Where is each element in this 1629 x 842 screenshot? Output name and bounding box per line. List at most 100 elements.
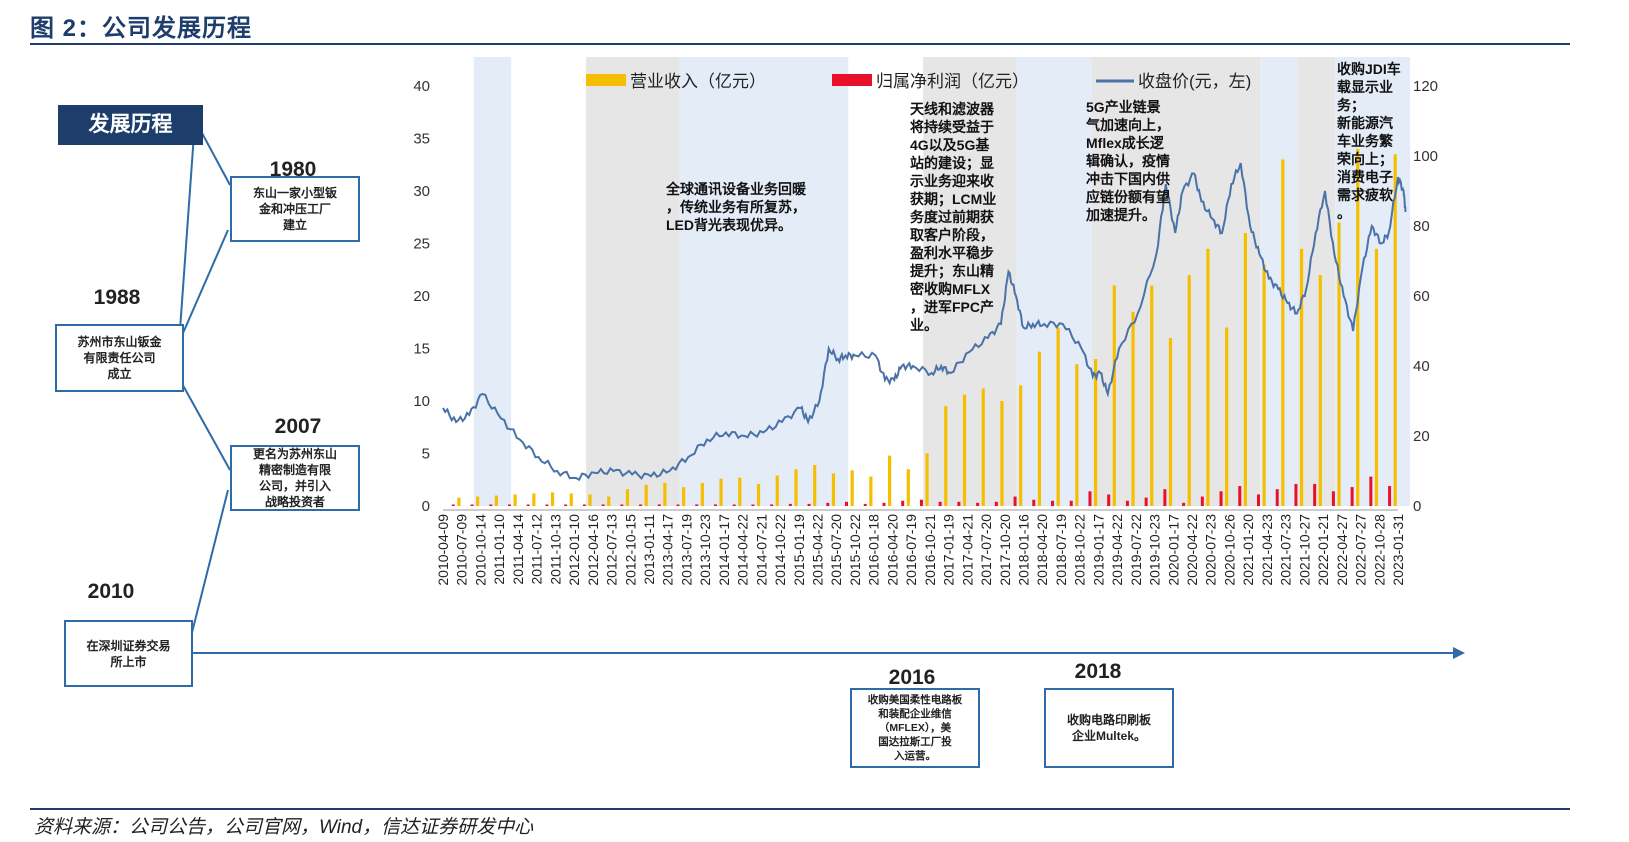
net-profit-bar [1238, 486, 1242, 506]
net-profit-bar [1069, 500, 1073, 506]
x-axis-tick-label: 2014-10-22 [772, 514, 788, 586]
net-profit-bar [957, 501, 961, 506]
revenue-bar [869, 476, 873, 506]
x-axis-tick-label: 2015-10-22 [847, 514, 863, 586]
year-2007: 2007 [274, 415, 322, 438]
net-profit-bar [1219, 491, 1223, 506]
net-profit-bar [1331, 491, 1335, 506]
right-axis-tick: 100 [1413, 148, 1438, 165]
x-axis-tick-label: 2012-04-16 [585, 514, 601, 586]
net-profit-bar [901, 500, 905, 506]
milestone-1988-box: 苏州市东山钣金 有限责任公司 成立 [55, 324, 184, 392]
revenue-bar [1131, 311, 1135, 506]
revenue-bar [775, 475, 779, 506]
revenue-bar [1318, 275, 1322, 506]
year-1988: 1988 [93, 286, 141, 309]
net-profit-bar [770, 504, 774, 506]
source-note: 资料来源：公司公告，公司官网，Wind，信达证券研发中心 [34, 817, 534, 838]
x-axis-tick-label: 2019-01-17 [1090, 514, 1106, 586]
x-axis-tick-label: 2015-04-22 [810, 514, 826, 586]
legend-swatch [586, 74, 626, 86]
connector-line [179, 379, 231, 471]
bars-layer [451, 149, 1397, 506]
x-axis-tick-label: 2013-01-11 [641, 514, 657, 585]
year-2018: 2018 [1074, 660, 1122, 683]
shaded-period [679, 57, 849, 506]
revenue-bar [1056, 327, 1060, 506]
left-axis-tick: 0 [422, 498, 430, 515]
figure-title: 图 2：公司发展历程 [30, 15, 253, 42]
x-axis-tick-label: 2015-01-19 [791, 514, 807, 586]
axes-layer: 0 5 10 15 20 25 30 35 40 0 20 40 60 80 100 120 2010-04-0… [413, 78, 1438, 586]
right-axis-tick: 60 [1413, 288, 1430, 305]
timeline-badge: 发展历程 [58, 105, 203, 145]
revenue-bar [888, 455, 892, 506]
x-axis-tick-label: 2019-07-22 [1128, 514, 1144, 586]
legend-swatch [832, 74, 872, 86]
x-axis-tick-label: 2012-07-13 [604, 514, 620, 586]
shaded-period [1260, 57, 1298, 506]
revenue-bar [513, 494, 517, 506]
revenue-bar [831, 473, 836, 506]
revenue-bar [682, 487, 686, 506]
left-axis-tick: 5 [422, 446, 430, 463]
x-axis-tick-label: 2017-01-19 [941, 514, 957, 586]
revenue-bar [1262, 264, 1266, 506]
net-profit-bar [1107, 494, 1111, 506]
revenue-bar [1037, 351, 1042, 506]
net-profit-bar [826, 502, 830, 506]
connector-line [179, 119, 196, 331]
right-axis-tick: 0 [1413, 498, 1421, 515]
bottom-divider [30, 808, 1570, 810]
revenue-bar [813, 465, 817, 506]
net-profit-bar [507, 504, 511, 506]
connector-line [179, 229, 229, 341]
net-profit-bar [1275, 489, 1279, 506]
x-axis-tick-label: 2017-10-20 [997, 514, 1013, 586]
revenue-bar [1112, 285, 1116, 506]
revenue-bar [1356, 149, 1360, 506]
shaded-period [473, 57, 512, 506]
revenue-bar [700, 482, 704, 506]
milestone-2010-box: 在深圳证券交易 所上市 [64, 620, 193, 687]
revenue-bar [1075, 364, 1079, 506]
annotation-2017: 天线和滤波器 将持续受益于 4G以及5G基 站的建设；显 示业务迎来收 获期；L… [910, 101, 997, 333]
net-profit-bar [732, 504, 736, 506]
legend-label: 营业收入（亿元） [630, 72, 766, 91]
x-axis-tick-label: 2018-07-19 [1053, 514, 1069, 586]
revenue-bar [663, 482, 667, 506]
revenue-bar [588, 494, 592, 506]
left-axis-tick: 15 [413, 341, 430, 358]
net-profit-bar [657, 504, 661, 506]
left-axis-tick: 30 [413, 183, 430, 200]
net-profit-bar [1388, 486, 1392, 506]
x-axis-tick-label: 2011-01-10 [491, 514, 507, 585]
left-axis-tick: 35 [413, 131, 430, 148]
revenue-bar [569, 493, 573, 506]
revenue-bar [794, 469, 798, 506]
net-profit-bar [994, 501, 998, 506]
net-profit-bar [1350, 487, 1354, 506]
x-axis-tick-label: 2010-04-09 [435, 514, 451, 586]
net-profit-bar [545, 504, 549, 506]
revenue-bar [476, 496, 480, 506]
net-profit-bar [713, 504, 717, 506]
revenue-bar [1243, 233, 1247, 506]
net-profit-bar [976, 502, 980, 506]
x-axis-tick-label: 2018-04-20 [1034, 514, 1050, 586]
year-2010: 2010 [87, 580, 135, 603]
year-2016: 2016 [888, 666, 936, 689]
net-profit-bar [1200, 496, 1204, 506]
net-profit-bar [582, 504, 586, 506]
x-axis-tick-label: 2013-10-23 [697, 514, 713, 586]
net-profit-bar [470, 504, 474, 506]
shaded-period [1297, 57, 1336, 506]
revenue-bar [1019, 385, 1023, 506]
x-axis-tick-label: 2014-04-22 [735, 514, 751, 586]
net-profit-bar [695, 504, 699, 506]
x-axis-tick-label: 2014-07-21 [753, 514, 769, 586]
price-line-layer [442, 162, 1407, 482]
revenue-bar [1206, 248, 1210, 506]
left-axis-tick: 40 [413, 78, 430, 95]
history-chart: 0 5 10 15 20 25 30 35 40 0 20 40 60 80 100 120 2010-04-0… [179, 57, 1465, 681]
